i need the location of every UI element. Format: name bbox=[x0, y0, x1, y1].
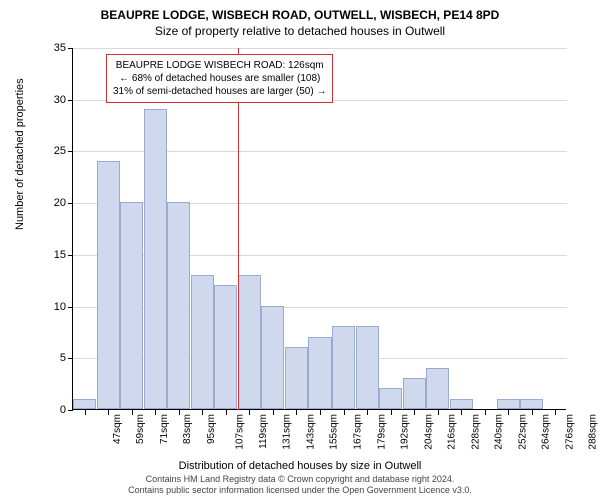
xtick-label: 107sqm bbox=[235, 414, 246, 450]
xtick-label: 240sqm bbox=[494, 414, 505, 450]
histogram-bar bbox=[214, 285, 237, 409]
footer-line1: Contains HM Land Registry data © Crown c… bbox=[0, 474, 600, 485]
chart-area: 0510152025303547sqm59sqm71sqm83sqm95sqm1… bbox=[72, 48, 566, 410]
histogram-bar bbox=[497, 399, 520, 409]
chart-subtitle: Size of property relative to detached ho… bbox=[0, 22, 600, 38]
xtick-label: 228sqm bbox=[470, 414, 481, 450]
ytick-mark bbox=[68, 48, 73, 49]
histogram-bar bbox=[144, 109, 167, 409]
ytick-label: 30 bbox=[54, 94, 66, 106]
histogram-bar bbox=[73, 399, 96, 409]
histogram-bar bbox=[379, 388, 402, 409]
ytick-label: 0 bbox=[60, 404, 66, 416]
ytick-label: 25 bbox=[54, 145, 66, 157]
histogram-bar bbox=[238, 275, 261, 409]
xtick-mark bbox=[461, 410, 462, 415]
histogram-bar bbox=[285, 347, 308, 409]
histogram-bar bbox=[308, 337, 331, 409]
xtick-label: 155sqm bbox=[329, 414, 340, 450]
ytick-mark bbox=[68, 100, 73, 101]
histogram-bar bbox=[120, 202, 143, 409]
xtick-mark bbox=[555, 410, 556, 415]
xtick-label: 264sqm bbox=[541, 414, 552, 450]
y-axis-label: Number of detached properties bbox=[14, 78, 26, 230]
xtick-label: 59sqm bbox=[135, 414, 146, 444]
ytick-label: 5 bbox=[60, 352, 66, 364]
annotation-line1: BEAUPRE LODGE WISBECH ROAD: 126sqm bbox=[113, 59, 326, 72]
xtick-mark bbox=[296, 410, 297, 415]
annotation-line2: ← 68% of detached houses are smaller (10… bbox=[113, 72, 326, 85]
xtick-label: 192sqm bbox=[400, 414, 411, 450]
xtick-label: 119sqm bbox=[258, 414, 269, 449]
histogram-bar bbox=[191, 275, 214, 409]
xtick-mark bbox=[344, 410, 345, 415]
ytick-mark bbox=[68, 307, 73, 308]
ytick-mark bbox=[68, 410, 73, 411]
histogram-bar bbox=[167, 202, 190, 409]
xtick-mark bbox=[391, 410, 392, 415]
xtick-label: 252sqm bbox=[517, 414, 528, 450]
xtick-mark bbox=[132, 410, 133, 415]
xtick-label: 179sqm bbox=[376, 414, 387, 450]
xtick-label: 167sqm bbox=[353, 414, 364, 450]
xtick-mark bbox=[485, 410, 486, 415]
gridline bbox=[73, 48, 567, 49]
footer: Contains HM Land Registry data © Crown c… bbox=[0, 474, 600, 496]
histogram-bar bbox=[426, 368, 449, 409]
xtick-mark bbox=[85, 410, 86, 415]
xtick-label: 131sqm bbox=[282, 414, 293, 450]
xtick-mark bbox=[226, 410, 227, 415]
xtick-label: 95sqm bbox=[206, 414, 217, 444]
xtick-mark bbox=[414, 410, 415, 415]
xtick-label: 216sqm bbox=[447, 414, 458, 450]
xtick-label: 47sqm bbox=[112, 414, 123, 444]
ytick-mark bbox=[68, 358, 73, 359]
ytick-mark bbox=[68, 151, 73, 152]
xtick-label: 204sqm bbox=[423, 414, 434, 450]
xtick-mark bbox=[179, 410, 180, 415]
xtick-mark bbox=[438, 410, 439, 415]
xtick-label: 71sqm bbox=[159, 414, 170, 444]
x-axis-label: Distribution of detached houses by size … bbox=[0, 460, 600, 472]
histogram-bar bbox=[356, 326, 379, 409]
ytick-label: 35 bbox=[54, 42, 66, 54]
histogram-bar bbox=[450, 399, 473, 409]
chart-title: BEAUPRE LODGE, WISBECH ROAD, OUTWELL, WI… bbox=[0, 0, 600, 22]
xtick-mark bbox=[532, 410, 533, 415]
histogram-bar bbox=[332, 326, 355, 409]
ytick-mark bbox=[68, 203, 73, 204]
xtick-label: 83sqm bbox=[182, 414, 193, 444]
xtick-mark bbox=[249, 410, 250, 415]
ytick-label: 15 bbox=[54, 249, 66, 261]
xtick-label: 288sqm bbox=[588, 414, 599, 450]
xtick-mark bbox=[202, 410, 203, 415]
histogram-bar bbox=[97, 161, 120, 409]
ytick-mark bbox=[68, 255, 73, 256]
histogram-bar bbox=[403, 378, 426, 409]
xtick-label: 143sqm bbox=[306, 414, 317, 450]
xtick-mark bbox=[367, 410, 368, 415]
footer-line2: Contains public sector information licen… bbox=[0, 485, 600, 496]
xtick-mark bbox=[155, 410, 156, 415]
ytick-label: 10 bbox=[54, 301, 66, 313]
xtick-mark bbox=[108, 410, 109, 415]
xtick-label: 276sqm bbox=[564, 414, 575, 450]
histogram-bar bbox=[520, 399, 543, 409]
ytick-label: 20 bbox=[54, 197, 66, 209]
xtick-mark bbox=[273, 410, 274, 415]
xtick-mark bbox=[508, 410, 509, 415]
xtick-mark bbox=[320, 410, 321, 415]
annotation-line3: 31% of semi-detached houses are larger (… bbox=[113, 85, 326, 98]
histogram-bar bbox=[261, 306, 284, 409]
annotation-box: BEAUPRE LODGE WISBECH ROAD: 126sqm ← 68%… bbox=[106, 54, 333, 103]
